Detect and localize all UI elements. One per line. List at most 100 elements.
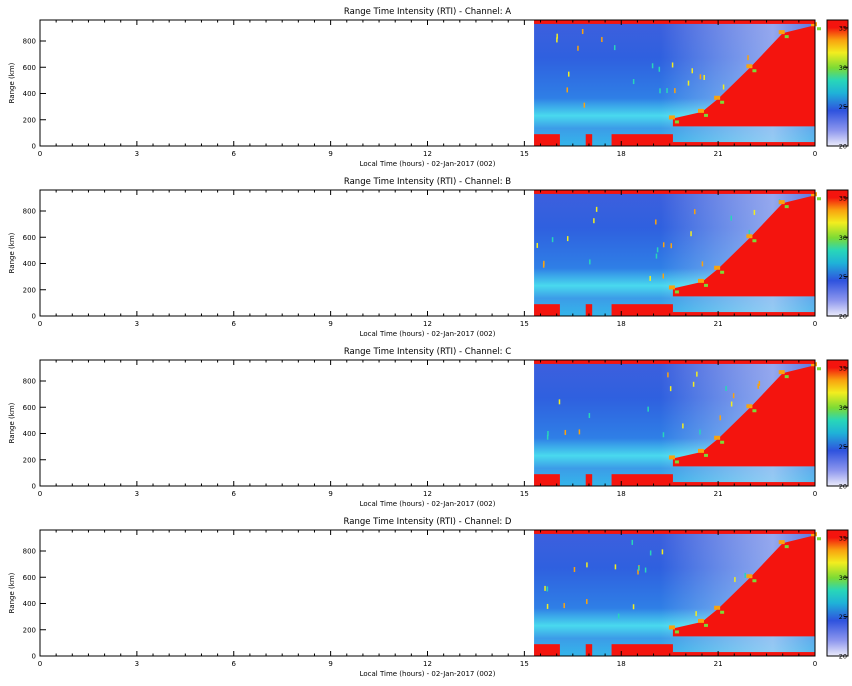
rti-streak: [577, 45, 579, 51]
y-tick-label: 200: [23, 626, 36, 634]
x-tick-label: 0: [38, 150, 42, 158]
rti-streak: [649, 275, 651, 281]
x-tick-label: 15: [520, 660, 529, 668]
rti-streak: [564, 429, 567, 435]
rti-edge-pixel: [697, 448, 704, 453]
rti-edge-pixel: [752, 239, 757, 243]
rti-high-intensity-region: [672, 365, 815, 467]
rti-streak: [556, 37, 558, 43]
x-tick-label: 18: [617, 320, 626, 328]
y-tick-label: 0: [32, 653, 36, 661]
colorbar-tick-label: 20: [839, 313, 847, 321]
y-tick-label: 0: [32, 483, 36, 491]
colorbar-tick-label: 30: [839, 404, 847, 412]
x-tick-label: 18: [617, 660, 626, 668]
rti-edge-pixel: [811, 532, 817, 537]
rti-streak: [695, 611, 697, 617]
rti-bottom-band: [611, 134, 673, 146]
colorbar-tick-label: 35: [839, 534, 847, 542]
x-tick-label: 9: [328, 490, 332, 498]
rti-edge-pixel: [674, 630, 679, 634]
rti-edge-pixel: [784, 35, 789, 39]
rti-streak: [544, 585, 546, 591]
x-tick-label: 0: [813, 320, 817, 328]
y-axis-label: Range (km): [8, 402, 16, 443]
rti-streak: [699, 429, 701, 435]
rti-bottom-band: [611, 304, 673, 316]
x-axis-label: Local Time (hours) - 02-Jan-2017 (002): [360, 500, 496, 508]
x-tick-label: 9: [328, 150, 332, 158]
rti-streak: [655, 253, 658, 259]
rti-streak: [573, 567, 576, 573]
rti-edge-pixel: [811, 192, 817, 197]
rti-streak: [578, 429, 581, 435]
rti-edge-pixel: [784, 545, 789, 549]
y-tick-label: 400: [23, 600, 36, 608]
rti-edge-pixel: [714, 265, 721, 270]
rti-edge-pixel: [752, 409, 757, 413]
x-axis-label: Local Time (hours) - 02-Jan-2017 (002): [360, 670, 496, 678]
rti-streak: [536, 242, 539, 248]
rti-streak: [670, 243, 673, 249]
rti-bottom-band: [534, 304, 560, 316]
rti-streak: [567, 71, 570, 77]
y-axis-label: Range (km): [8, 232, 16, 273]
rti-streak: [658, 66, 661, 72]
y-tick-label: 200: [23, 116, 36, 124]
rti-edge-pixel: [714, 435, 721, 440]
x-tick-label: 6: [232, 660, 237, 668]
x-tick-label: 21: [714, 150, 723, 158]
rti-edge-pixel: [778, 370, 785, 375]
rti-bottom-band: [585, 304, 593, 316]
x-axis-label: Local Time (hours) - 02-Jan-2017 (002): [360, 160, 496, 168]
rti-panel-c: Range Time Intensity (RTI) - Channel: C 0…: [8, 347, 849, 508]
x-tick-label: 9: [328, 660, 332, 668]
rti-edge-pixel: [817, 197, 821, 201]
rti-edge-pixel: [817, 367, 821, 371]
rti-streak: [551, 237, 554, 243]
rti-streak: [546, 434, 549, 440]
rti-streak: [595, 206, 598, 212]
colorbar: [826, 529, 849, 657]
rti-top-band: [534, 360, 815, 364]
x-tick-label: 0: [813, 490, 817, 498]
y-tick-label: 600: [23, 574, 36, 582]
rti-streak: [546, 586, 549, 592]
rti-streak: [647, 406, 649, 412]
y-axis-label: Range (km): [8, 62, 16, 103]
rti-edge-pixel: [784, 375, 789, 379]
rti-top-band: [534, 530, 815, 534]
rti-high-intensity-region: [672, 25, 815, 127]
rti-streak: [556, 33, 558, 39]
rti-streak: [691, 68, 693, 74]
rti-edge-pixel: [703, 623, 708, 627]
x-tick-label: 6: [232, 150, 237, 158]
colorbar-tick-label: 20: [839, 483, 847, 491]
rti-edge-pixel: [674, 120, 679, 124]
rti-edge-pixel: [720, 610, 725, 614]
x-tick-label: 3: [135, 320, 139, 328]
rti-streak: [725, 386, 727, 392]
rti-streak: [566, 87, 569, 93]
rti-edge-pixel: [697, 278, 704, 283]
rti-streak: [586, 599, 588, 605]
rti-streak: [656, 247, 659, 253]
rti-edge-pixel: [714, 95, 721, 100]
y-axis-label: Range (km): [8, 572, 16, 613]
rti-streak: [757, 383, 759, 389]
rti-streak: [674, 88, 676, 94]
y-tick-label: 0: [32, 313, 36, 321]
rti-streak: [593, 218, 595, 224]
rti-bottom-band: [672, 312, 815, 316]
y-tick-label: 600: [23, 404, 36, 412]
rti-edge-pixel: [720, 100, 725, 104]
panel-title: Range Time Intensity (RTI) - Channel: B: [344, 177, 511, 187]
rti-streak: [632, 604, 635, 610]
rti-bottom-band: [585, 644, 593, 656]
rti-edge-pixel: [817, 27, 821, 31]
x-tick-label: 3: [135, 660, 139, 668]
rti-streak: [637, 569, 639, 575]
x-tick-label: 18: [617, 490, 626, 498]
rti-streak: [547, 430, 549, 436]
